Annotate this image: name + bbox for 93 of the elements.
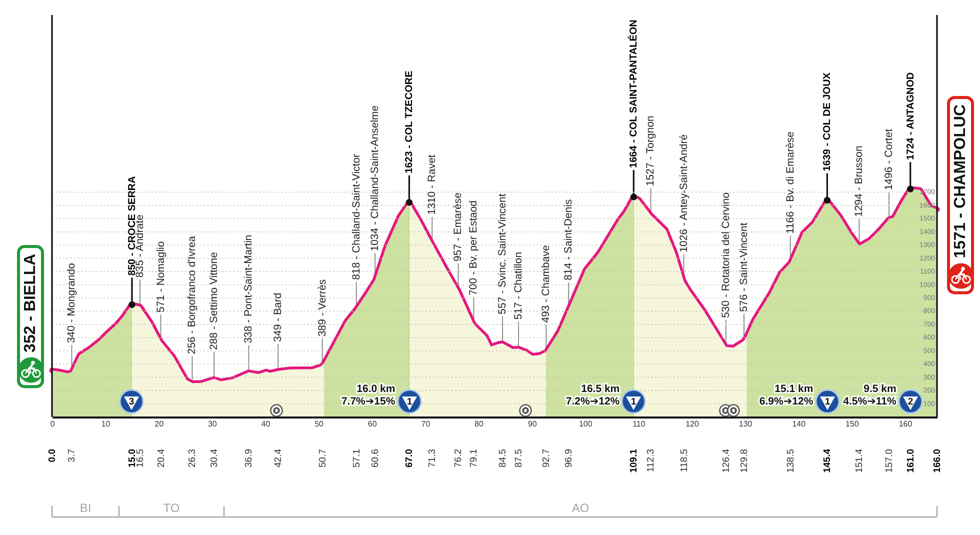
x2-tick-label: 30.4 <box>209 449 220 468</box>
x2-tick-label: 0.0 <box>47 449 58 462</box>
x-tick-label: 150 <box>846 420 860 428</box>
annotation: 1 <box>630 396 637 407</box>
x-tick-label: 120 <box>686 420 700 428</box>
annotation: 957 - Emarèse <box>452 192 464 262</box>
x-tick-label: 110 <box>632 420 646 428</box>
annotation: 1026 - Antey-Saint-André <box>678 134 690 252</box>
x-tick-label: 140 <box>792 420 806 428</box>
annotation: 1724 - ANTAGNOD <box>905 72 916 160</box>
annotation: 9.5 km 4.5%➔11% <box>843 383 897 408</box>
annotation: 1639 - COL DE JOUX <box>822 72 834 172</box>
x2-tick-label: 36.9 <box>244 449 255 468</box>
annotation: 700 - Bv. per Estaod <box>468 200 480 296</box>
x2-tick-label: 57.1 <box>351 449 362 468</box>
annotation: 1166 - Bv. di Emarèse <box>784 131 796 234</box>
x-tick-label: 50 <box>314 420 324 428</box>
x-tick-label: 30 <box>208 420 218 428</box>
x2-tick-label: 26.3 <box>187 449 198 468</box>
x-tick-label: 0 <box>50 420 56 428</box>
annotation: 16.5 km 7.2%➔12% <box>566 383 620 408</box>
annotation: 2 <box>908 396 913 407</box>
annotation: 340 - Mongrando <box>66 262 78 344</box>
triangle-badge-icon: 1 <box>396 388 422 414</box>
annotation: 338 - Pont-Saint-Martin <box>242 234 255 344</box>
x2-tick-label: 96.9 <box>564 449 575 468</box>
annotation: 517 - Chatillon <box>512 252 524 320</box>
x2-tick-label: 84.5 <box>497 449 508 468</box>
annotation: 288 - Settimo Vittone <box>208 252 220 350</box>
annotation: 835 - Andrate <box>134 214 146 278</box>
annotation: 576 - Saint-Vincent <box>738 222 750 312</box>
annotation: 1034 - Challand-Saint-Anselme <box>369 105 382 252</box>
annotation: 1294 - Brusson <box>853 146 866 217</box>
x2-tick-label: 71.3 <box>427 449 438 468</box>
x2-tick-label: 92.7 <box>541 449 552 468</box>
x2-tick-label: 126.4 <box>720 449 732 473</box>
x2-tick-label: 42.4 <box>273 449 284 468</box>
text: BI <box>80 501 92 515</box>
annotation: 1527 - Torgnon <box>644 115 657 186</box>
x2-tick-label: 79.1 <box>468 449 480 468</box>
annotation: 1571 - CHAMPOLUC <box>952 104 969 258</box>
x2-tick-label: 76.2 <box>453 449 464 468</box>
x-tick-label: 80 <box>474 420 484 428</box>
triangle-badge-icon: 2 <box>898 388 923 414</box>
x2-tick-label: 67.0 <box>404 449 416 468</box>
x2-tick-label: 166.0 <box>932 449 943 473</box>
annotation: 3 <box>129 396 135 407</box>
x2-tick-label: 129.8 <box>739 449 750 473</box>
annotation: 1310 - Ravet <box>426 154 438 215</box>
annotation: 1664 - COL SAINT-PANTALÉON <box>628 20 640 168</box>
x-tick-label: 20 <box>154 420 164 428</box>
annotation: 256 - Borgofranco d'Ivrea <box>186 236 198 354</box>
annotation: 1623 - COL TZECORE <box>404 70 416 174</box>
annotation: 16.0 km 7.7%➔15% <box>341 383 396 408</box>
text: AO <box>572 501 590 515</box>
x2-tick-label: 118.5 <box>678 449 690 472</box>
annotation: 493 - Chambave <box>540 245 552 323</box>
x2-tick-label: 161.0 <box>905 449 916 473</box>
x2-tick-label: 145.4 <box>822 448 834 473</box>
x-tick-label: 70 <box>421 420 431 428</box>
x2-tick-label: 20.4 <box>156 449 167 468</box>
annotation: 1496 - Cortet <box>883 128 896 190</box>
annotation: 349 - Bard <box>272 292 284 342</box>
x2-tick-label: 112.3 <box>646 449 657 472</box>
triangle-badge-icon: 1 <box>621 388 646 414</box>
x2-tick-label: 3.7 <box>66 449 78 462</box>
annotation: 530 - Rotatoria del Cervino <box>720 192 732 318</box>
x2-tick-label: 60.6 <box>370 449 382 468</box>
x2-tick-label: 138.5 <box>785 449 796 473</box>
x-tick-label: 90 <box>528 420 538 428</box>
x-tick-label: 40 <box>261 420 271 428</box>
x2-tick-label: 151.4 <box>854 449 866 473</box>
annotation: 352 - BIELLA <box>22 253 39 352</box>
triangle-badge-icon: 1 <box>814 388 840 414</box>
triangle-badge-icon: 3 <box>119 388 144 414</box>
annotation: 15.1 km 6.9%➔12% <box>759 383 814 408</box>
annotation: 571 - Nomaglio <box>154 241 167 312</box>
x-tick-label: 160 <box>898 420 913 428</box>
annotation: 814 - Saint-Denis <box>562 199 575 280</box>
x2-tick-label: 87.5 <box>513 449 524 468</box>
x-tick-label: 10 <box>101 420 111 428</box>
annotation: 557 - Svinc. Saint-Vincent <box>496 194 508 314</box>
x2-tick-label: 109.1 <box>628 448 640 473</box>
annotation: 389 - Verrès <box>316 279 328 337</box>
x-tick-label: 60 <box>368 420 378 428</box>
annotation: 1 <box>824 396 831 407</box>
x-tick-label: 100 <box>578 420 593 428</box>
x2-tick-label: 157.0 <box>884 449 896 473</box>
x-tick-label: 130 <box>738 420 753 428</box>
annotation: 818 - Challand-Saint-Victor <box>350 153 362 280</box>
x2-tick-label: 50.7 <box>317 449 328 468</box>
annotation: 1 <box>406 396 413 407</box>
text: TO <box>163 501 180 515</box>
